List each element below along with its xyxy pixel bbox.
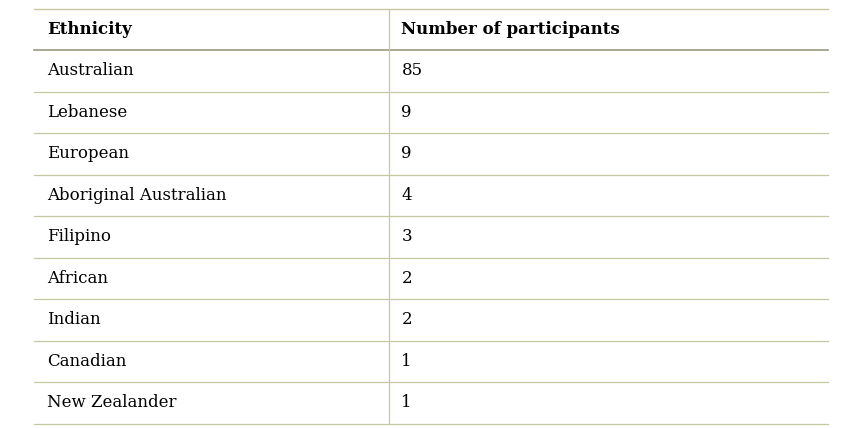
Text: Number of participants: Number of participants [401,21,619,38]
Text: 2: 2 [401,312,411,328]
Text: 85: 85 [401,62,422,79]
Text: 1: 1 [401,395,411,411]
Text: Lebanese: Lebanese [47,104,127,121]
Text: 9: 9 [401,104,411,121]
Text: Canadian: Canadian [47,353,126,370]
Text: 9: 9 [401,146,411,162]
Text: Filipino: Filipino [47,229,111,245]
Text: 3: 3 [401,229,411,245]
Text: European: European [47,146,129,162]
Text: 4: 4 [401,187,411,204]
Text: Aboriginal Australian: Aboriginal Australian [47,187,226,204]
Text: New Zealander: New Zealander [47,395,177,411]
Text: Indian: Indian [47,312,101,328]
Text: Ethnicity: Ethnicity [47,21,131,38]
Text: 1: 1 [401,353,411,370]
Text: 2: 2 [401,270,411,287]
Text: African: African [47,270,107,287]
Text: Australian: Australian [47,62,133,79]
